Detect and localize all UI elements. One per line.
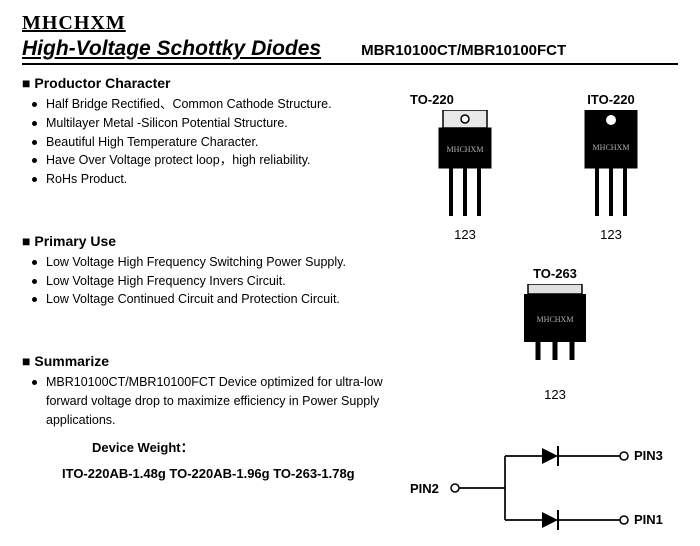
svg-text:MHCHXM: MHCHXM (447, 145, 484, 154)
svg-text:MHCHXM: MHCHXM (593, 143, 630, 152)
to220-icon: MHCHXM (429, 110, 501, 218)
list-item: Multilayer Metal -Silicon Potential Stru… (36, 114, 422, 133)
svg-text:MHCHXM: MHCHXM (537, 315, 574, 324)
to220-label: TO-220 (410, 92, 520, 107)
to263-pins: 123 (500, 387, 610, 402)
list-item: MBR10100CT/MBR10100FCT Device optimized … (36, 373, 422, 429)
list-item: Low Voltage High Frequency Invers Circui… (36, 272, 422, 291)
title-row: High-Voltage Schottky Diodes MBR10100CT/… (22, 37, 678, 65)
primary-heading: Primary Use (34, 233, 116, 249)
list-item: Beautiful High Temperature Character. (36, 133, 422, 152)
left-column: ■ Productor Character Half Bridge Rectif… (22, 75, 422, 481)
ito220-icon: MHCHXM (575, 110, 647, 218)
primary-list: Low Voltage High Frequency Switching Pow… (22, 253, 422, 309)
pin1-label: PIN1 (634, 512, 663, 527)
summarize-heading: Summarize (34, 353, 109, 369)
schematic-diagram: PIN2 PIN3 PIN1 (410, 438, 680, 538)
section-summarize-head: ■ Summarize (22, 353, 422, 369)
to220-pins: 123 (410, 227, 520, 242)
to263-icon: MHCHXM (514, 284, 596, 362)
page-title: High-Voltage Schottky Diodes (22, 37, 321, 61)
package-to220: TO-220 MHCHXM 123 (410, 92, 520, 242)
device-weight-label: Device Weight： (92, 437, 422, 456)
list-item: RoHs Product. (36, 170, 422, 189)
brand-logo: MHCHXM (22, 12, 678, 35)
pin2-label: PIN2 (410, 481, 439, 496)
to263-label: TO-263 (500, 266, 610, 281)
list-item: Low Voltage Continued Circuit and Protec… (36, 290, 422, 309)
ito220-pins: 123 (556, 227, 666, 242)
section-primary-head: ■ Primary Use (22, 233, 422, 249)
pin3-label: PIN3 (634, 448, 663, 463)
productor-heading: Productor Character (34, 75, 170, 91)
list-item: Half Bridge Rectified、Common Cathode Str… (36, 95, 422, 114)
device-weight-values: ITO-220AB-1.48g TO-220AB-1.96g TO-263-1.… (62, 466, 422, 481)
package-to263: TO-263 MHCHXM 123 (500, 266, 610, 402)
ito220-label: ITO-220 (556, 92, 666, 107)
summarize-list: MBR10100CT/MBR10100FCT Device optimized … (22, 373, 422, 429)
list-item: Low Voltage High Frequency Switching Pow… (36, 253, 422, 272)
package-ito220: ITO-220 MHCHXM 123 (556, 92, 666, 242)
part-number: MBR10100CT/MBR10100FCT (361, 42, 566, 59)
list-item: Have Over Voltage protect loop，high reli… (36, 151, 422, 170)
productor-list: Half Bridge Rectified、Common Cathode Str… (22, 95, 422, 189)
section-productor-head: ■ Productor Character (22, 75, 422, 91)
